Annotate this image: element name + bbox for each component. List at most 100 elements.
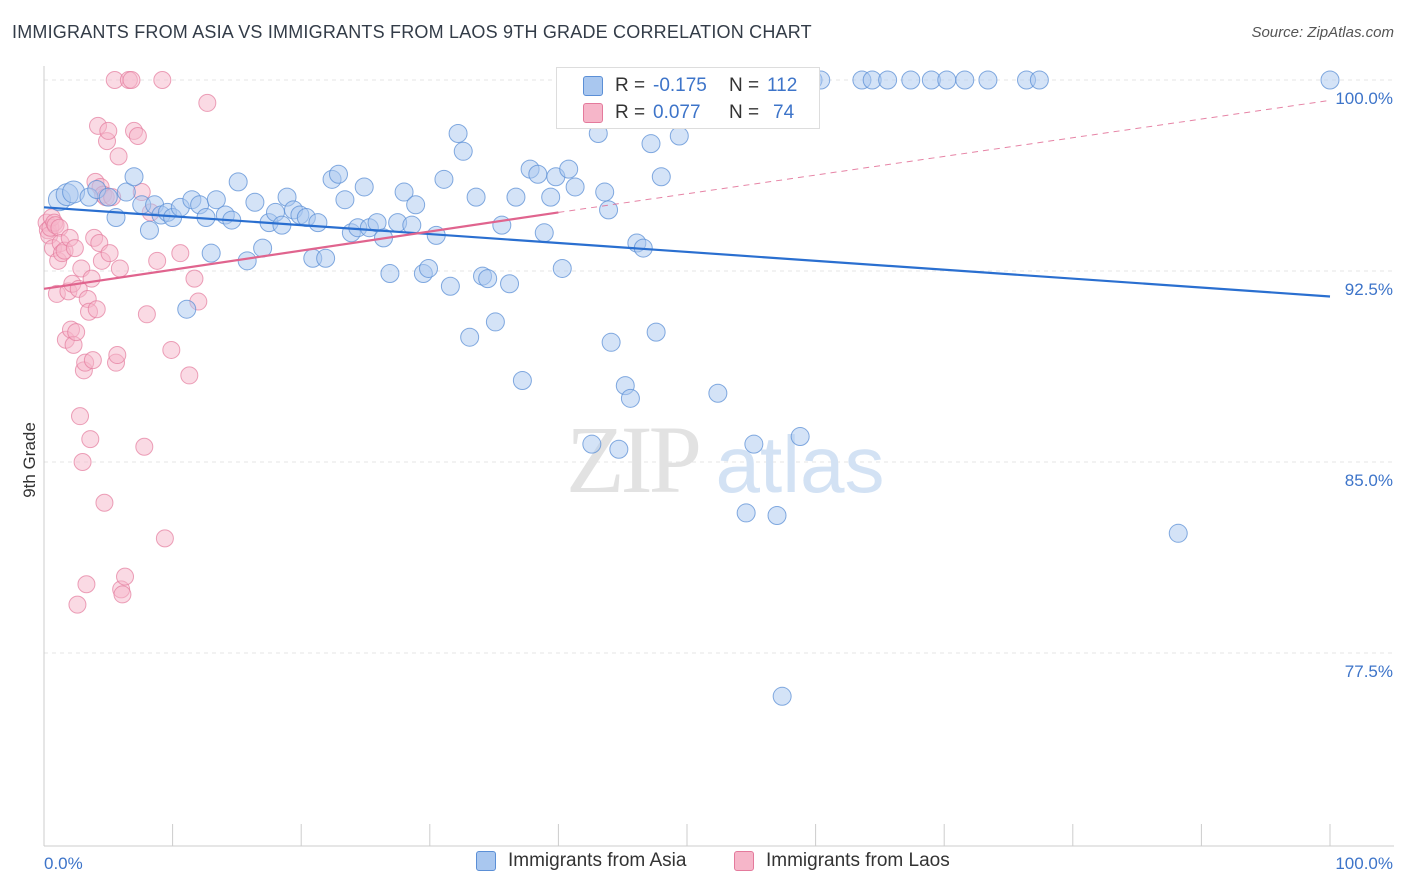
legend-label-laos: Immigrants from Laos bbox=[766, 850, 950, 871]
y-tick-label: 85.0% bbox=[1345, 471, 1393, 490]
asia-point bbox=[245, 192, 265, 212]
laos-point bbox=[137, 305, 156, 324]
asia-point bbox=[651, 167, 671, 187]
r-label: R = bbox=[615, 75, 646, 96]
asia-point bbox=[448, 123, 468, 143]
laos-point bbox=[185, 269, 204, 288]
asia-point bbox=[534, 223, 554, 243]
asia-point bbox=[354, 177, 374, 197]
asia-point bbox=[201, 243, 221, 263]
asia-point bbox=[1029, 70, 1049, 90]
legend-label-asia: Immigrants from Asia bbox=[508, 850, 687, 871]
laos-point bbox=[73, 453, 92, 471]
asia-point bbox=[609, 439, 629, 459]
asia-point bbox=[790, 427, 810, 447]
laos-point bbox=[68, 595, 87, 614]
asia-point bbox=[708, 383, 728, 403]
asia-point bbox=[380, 264, 400, 284]
laos-point bbox=[65, 239, 84, 258]
asia-point bbox=[559, 159, 579, 179]
asia-point bbox=[599, 200, 619, 220]
laos-point bbox=[122, 71, 141, 89]
source-label: Source: ZipAtlas.com bbox=[1251, 24, 1394, 41]
watermark-zip: ZIP bbox=[566, 406, 699, 513]
axes bbox=[43, 66, 1394, 847]
n-label: N = bbox=[729, 102, 760, 123]
laos-point bbox=[87, 300, 106, 319]
asia-point bbox=[478, 269, 498, 289]
laos-point bbox=[116, 567, 135, 586]
y-tick-label: 100.0% bbox=[1335, 89, 1393, 108]
laos-point bbox=[109, 147, 128, 166]
asia-point bbox=[955, 70, 975, 90]
laos-series bbox=[37, 71, 217, 614]
asia-point bbox=[419, 258, 439, 278]
asia-point bbox=[541, 187, 561, 207]
asia-point bbox=[406, 195, 426, 215]
laos-point bbox=[162, 340, 181, 359]
laos-point bbox=[148, 251, 167, 270]
x-tick-label: 100.0% bbox=[1335, 854, 1393, 873]
grid-lines bbox=[44, 79, 1394, 654]
asia-point bbox=[620, 388, 640, 408]
laos-point bbox=[81, 430, 100, 449]
y-tick-label: 77.5% bbox=[1345, 662, 1393, 681]
chart-title: IMMIGRANTS FROM ASIA VS IMMIGRANTS FROM … bbox=[12, 22, 812, 42]
asia-r-value: -0.175 bbox=[653, 75, 707, 96]
asia-swatch bbox=[583, 76, 603, 96]
asia-point bbox=[1320, 70, 1340, 90]
asia-point bbox=[901, 70, 921, 90]
laos-swatch bbox=[734, 851, 754, 871]
asia-n-value: 112 bbox=[767, 75, 798, 96]
asia-point bbox=[582, 434, 602, 454]
laos-point bbox=[71, 407, 90, 426]
asia-point bbox=[206, 190, 226, 210]
laos-point bbox=[135, 437, 154, 456]
asia-point bbox=[434, 169, 454, 189]
y-tick-labels: 100.0% 92.5% 85.0% 77.5% bbox=[1335, 89, 1393, 681]
r-label: R = bbox=[615, 102, 646, 123]
asia-point bbox=[228, 172, 248, 192]
asia-point bbox=[124, 167, 144, 187]
asia-point bbox=[565, 177, 585, 197]
asia-point bbox=[1168, 523, 1188, 543]
laos-n-value: 74 bbox=[773, 102, 795, 123]
laos-point bbox=[180, 366, 199, 385]
asia-point bbox=[736, 503, 756, 523]
laos-point bbox=[99, 121, 118, 140]
legend-item-laos[interactable]: Immigrants from Laos bbox=[734, 850, 950, 872]
asia-point bbox=[552, 258, 572, 278]
y-axis-label: 9th Grade bbox=[20, 422, 39, 498]
x-tick-label: 0.0% bbox=[44, 854, 83, 873]
laos-point bbox=[128, 127, 147, 146]
laos-point bbox=[83, 351, 102, 370]
asia-point bbox=[316, 248, 336, 268]
laos-point bbox=[100, 244, 119, 263]
laos-point bbox=[67, 323, 86, 342]
bottom-legend: Immigrants from Asia Immigrants from Lao… bbox=[0, 850, 1406, 880]
asia-point bbox=[460, 327, 480, 347]
asia-point bbox=[139, 220, 159, 240]
asia-trend-line bbox=[43, 206, 1331, 298]
asia-point bbox=[500, 274, 520, 294]
stats-legend: R = -0.175 N = 112 R = 0.077 N = 74 bbox=[556, 67, 820, 129]
asia-point bbox=[595, 182, 615, 202]
asia-point bbox=[772, 686, 792, 706]
asia-point bbox=[98, 187, 118, 207]
asia-point bbox=[308, 213, 328, 233]
asia-point bbox=[528, 164, 548, 184]
y-tick-label: 92.5% bbox=[1345, 280, 1393, 299]
asia-point bbox=[335, 190, 355, 210]
laos-trend-line bbox=[43, 211, 559, 290]
asia-point bbox=[328, 164, 348, 184]
laos-point bbox=[108, 346, 127, 365]
asia-point bbox=[878, 70, 898, 90]
asia-point bbox=[744, 434, 764, 454]
asia-point bbox=[646, 322, 666, 342]
legend-item-asia[interactable]: Immigrants from Asia bbox=[476, 850, 686, 872]
asia-point bbox=[978, 70, 998, 90]
laos-trend-extension bbox=[558, 99, 1331, 213]
watermark: ZIP atlas bbox=[566, 406, 884, 513]
laos-point bbox=[77, 575, 96, 594]
